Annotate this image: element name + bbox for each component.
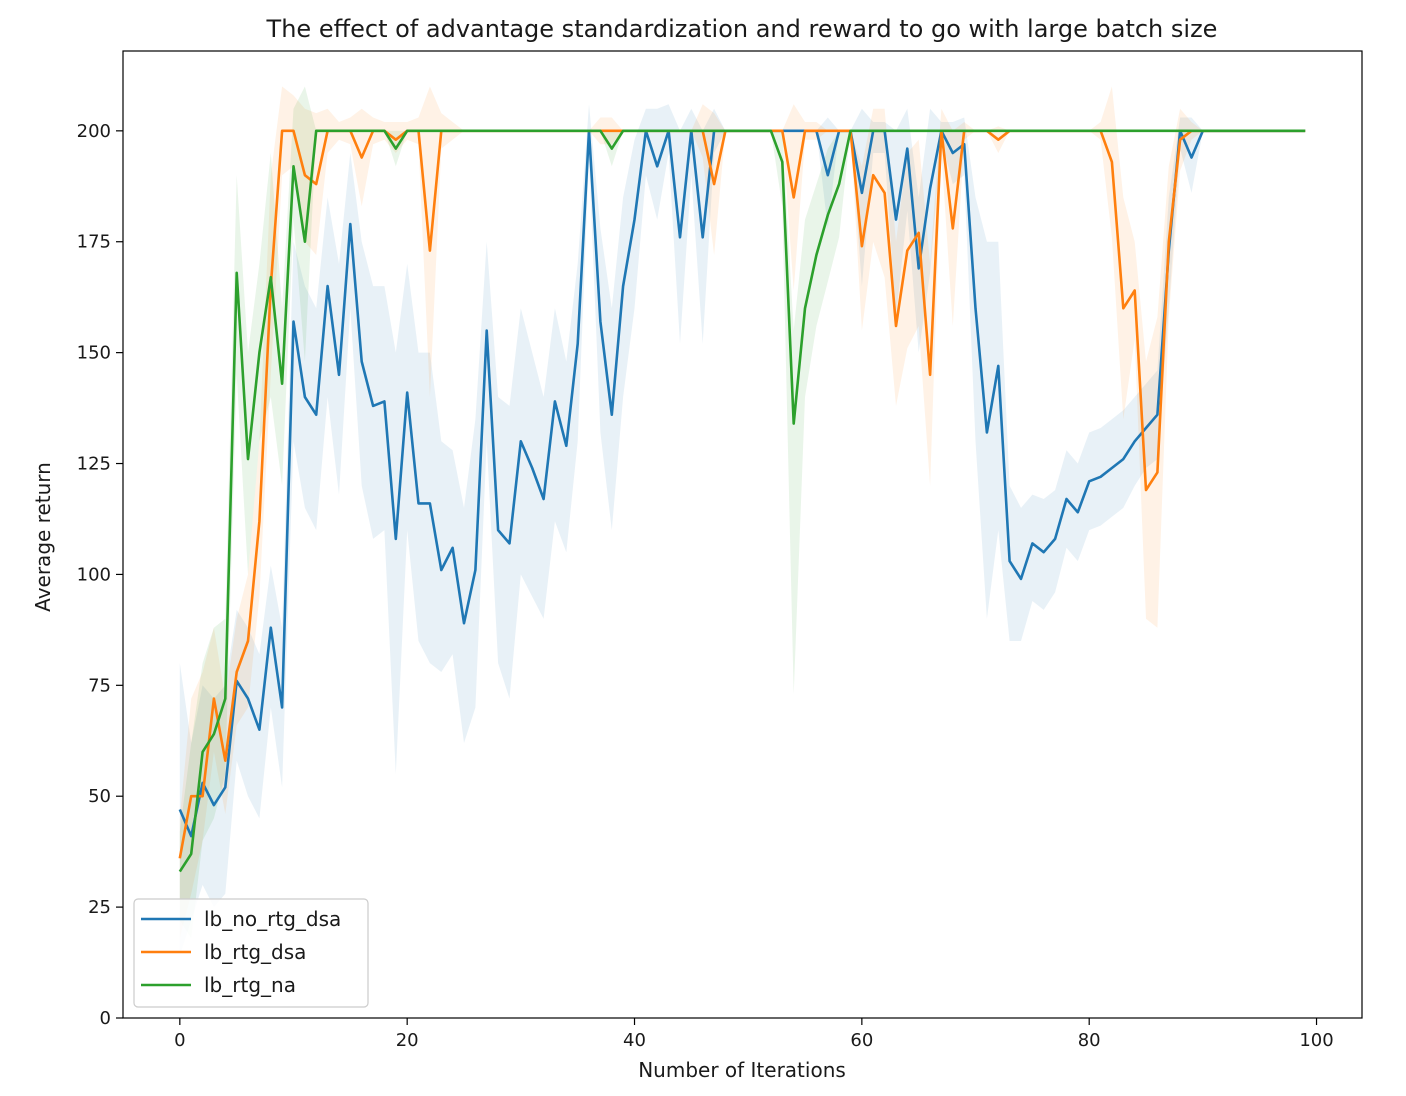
- legend-label-lb-rtg-na: lb_rtg_na: [204, 973, 296, 997]
- y-tick-label: 125: [77, 454, 111, 475]
- x-axis-ticks: 0 20 40 60 80 100: [174, 1018, 1334, 1051]
- y-tick-label: 0: [100, 1008, 111, 1029]
- chart-title: The effect of advantage standardization …: [266, 15, 1218, 43]
- x-tick-label: 60: [850, 1030, 873, 1051]
- y-tick-label: 75: [88, 675, 111, 696]
- legend-label-lb-rtg-dsa: lb_rtg_dsa: [204, 940, 306, 964]
- x-tick-label: 20: [396, 1030, 419, 1051]
- plot-area: [178, 86, 1306, 956]
- y-tick-label: 175: [77, 232, 111, 253]
- y-tick-label: 50: [88, 786, 111, 807]
- y-tick-label: 25: [88, 897, 111, 918]
- legend-box: [133, 898, 369, 1008]
- confidence-band-lb-no-rtg-dsa: [179, 104, 1306, 956]
- y-tick-label: 100: [77, 564, 111, 585]
- series-lines: [178, 129, 1306, 873]
- x-tick-label: 40: [623, 1030, 646, 1051]
- y-axis-ticks: 0 25 50 75 100 125 150 175 200: [77, 121, 123, 1029]
- x-tick-label: 80: [1078, 1030, 1101, 1051]
- x-tick-label: 100: [1299, 1030, 1333, 1051]
- y-tick-label: 150: [77, 343, 111, 364]
- axes-frame: [122, 50, 1363, 1019]
- y-tick-label: 200: [77, 121, 111, 142]
- series-line-lb-rtg-na: [178, 129, 1306, 873]
- x-axis-label: Number of Iterations: [638, 1058, 846, 1082]
- legend-label-lb-no-rtg-dsa: lb_no_rtg_dsa: [204, 907, 341, 931]
- x-tick-label: 0: [174, 1030, 185, 1051]
- y-axis-label: Average return: [31, 462, 55, 612]
- legend: lb_no_rtg_dsa lb_rtg_dsa lb_rtg_na: [133, 898, 369, 1008]
